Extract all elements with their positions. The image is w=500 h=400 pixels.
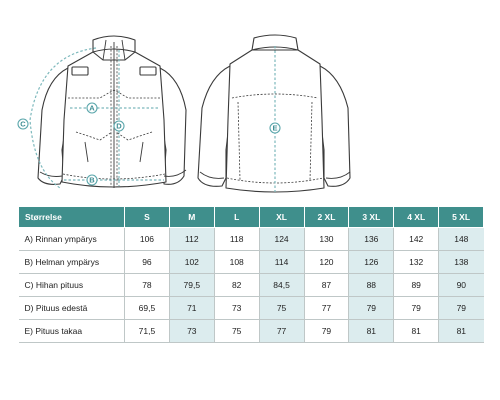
table-cell: 138 bbox=[438, 250, 484, 274]
table-cell: 79 bbox=[438, 296, 484, 320]
table-cell: 114 bbox=[258, 250, 305, 274]
table-cell: 81 bbox=[438, 319, 484, 343]
table-cell: 81 bbox=[393, 319, 440, 343]
table-cell: 73 bbox=[168, 319, 215, 343]
table-row: A) Rinnan ympärys 106 112 118 124 130 13… bbox=[18, 227, 484, 251]
table-cell: 82 bbox=[213, 273, 260, 297]
table-cell: 88 bbox=[348, 273, 395, 297]
table-cell: 71,5 bbox=[124, 319, 170, 343]
table-cell: 118 bbox=[213, 227, 260, 251]
size-header-cell: S bbox=[124, 206, 170, 228]
table-cell: 108 bbox=[213, 250, 260, 274]
svg-text:E: E bbox=[272, 124, 277, 133]
table-cell: 132 bbox=[393, 250, 440, 274]
row-label: B) Helman ympärys bbox=[18, 250, 125, 274]
table-cell: 84,5 bbox=[258, 273, 305, 297]
jacket-measurement-diagram: A B C D E bbox=[17, 34, 351, 193]
table-cell: 120 bbox=[303, 250, 350, 274]
table-row: C) Hihan pituus 78 79,5 82 84,5 87 88 89… bbox=[18, 273, 484, 297]
badge-b: B bbox=[86, 174, 98, 186]
table-cell: 130 bbox=[303, 227, 350, 251]
table-cell: 90 bbox=[438, 273, 484, 297]
table-cell: 78 bbox=[124, 273, 170, 297]
back-left-sleeve bbox=[197, 65, 233, 187]
back-collar bbox=[251, 34, 299, 51]
size-header-cell: 2 XL bbox=[303, 206, 350, 228]
table-cell: 136 bbox=[348, 227, 395, 251]
svg-text:A: A bbox=[89, 104, 95, 113]
front-right-sleeve bbox=[157, 67, 187, 185]
table-cell: 106 bbox=[124, 227, 170, 251]
table-cell: 75 bbox=[213, 319, 260, 343]
back-body bbox=[225, 49, 325, 193]
badge-d: D bbox=[113, 120, 125, 132]
table-cell: 124 bbox=[258, 227, 305, 251]
table-cell: 79 bbox=[303, 319, 350, 343]
size-header-cell: 3 XL bbox=[348, 206, 395, 228]
row-label: C) Hihan pituus bbox=[18, 273, 125, 297]
table-cell: 71 bbox=[168, 296, 215, 320]
badge-c: C bbox=[17, 118, 29, 130]
size-header-cell: L bbox=[213, 206, 260, 228]
size-header-cell: 5 XL bbox=[438, 206, 484, 228]
table-row: E) Pituus takaa 71,5 73 75 77 79 81 81 8… bbox=[18, 319, 484, 343]
size-header-cell: 4 XL bbox=[393, 206, 440, 228]
size-header-row: Størrelse S M L XL 2 XL 3 XL 4 XL 5 XL bbox=[18, 206, 484, 228]
measure-line-c bbox=[29, 47, 97, 189]
table-cell: 102 bbox=[168, 250, 215, 274]
table-cell: 142 bbox=[393, 227, 440, 251]
table-cell: 148 bbox=[438, 227, 484, 251]
badge-e: E bbox=[269, 122, 281, 134]
size-header-label: Størrelse bbox=[18, 206, 125, 228]
table-row: D) Pituus edestä 69,5 71 73 75 77 79 79 … bbox=[18, 296, 484, 320]
svg-text:B: B bbox=[89, 176, 95, 185]
table-cell: 77 bbox=[258, 319, 305, 343]
jacket-front-view: A B C D bbox=[17, 35, 187, 189]
table-cell: 87 bbox=[303, 273, 350, 297]
table-cell: 79,5 bbox=[168, 273, 215, 297]
row-label: D) Pituus edestä bbox=[18, 296, 125, 320]
jacket-back-view: E bbox=[197, 34, 351, 193]
svg-text:C: C bbox=[20, 120, 26, 129]
size-header-cell: M bbox=[168, 206, 215, 228]
table-cell: 77 bbox=[303, 296, 350, 320]
size-chart-table: Størrelse S M L XL 2 XL 3 XL 4 XL 5 XL A… bbox=[18, 206, 484, 343]
table-cell: 89 bbox=[393, 273, 440, 297]
row-label: A) Rinnan ympärys bbox=[18, 227, 125, 251]
table-cell: 79 bbox=[348, 296, 395, 320]
size-header-cell: XL bbox=[258, 206, 305, 228]
table-cell: 79 bbox=[393, 296, 440, 320]
table-cell: 96 bbox=[124, 250, 170, 274]
svg-text:D: D bbox=[116, 122, 122, 131]
row-label: E) Pituus takaa bbox=[18, 319, 125, 343]
table-cell: 75 bbox=[258, 296, 305, 320]
table-cell: 73 bbox=[213, 296, 260, 320]
table-row: B) Helman ympärys 96 102 108 114 120 126… bbox=[18, 250, 484, 274]
table-cell: 112 bbox=[168, 227, 215, 251]
badge-a: A bbox=[86, 102, 98, 114]
front-left-sleeve bbox=[37, 67, 71, 185]
table-cell: 69,5 bbox=[124, 296, 170, 320]
table-cell: 126 bbox=[348, 250, 395, 274]
table-cell: 81 bbox=[348, 319, 395, 343]
back-right-sleeve bbox=[317, 65, 351, 187]
